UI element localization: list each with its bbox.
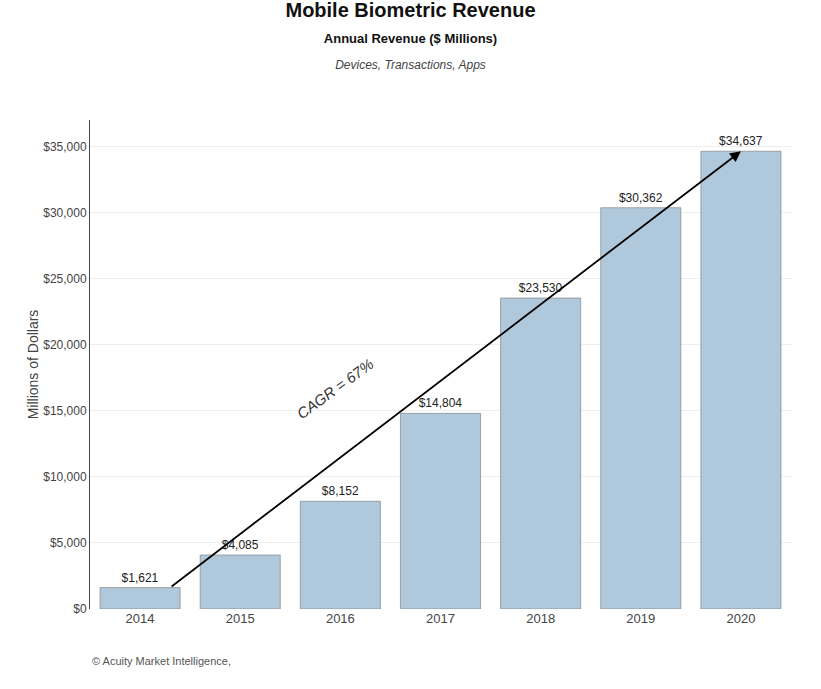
svg-text:CAGR = 67%: CAGR = 67% — [293, 355, 376, 422]
svg-text:Millions of Dollars: Millions of Dollars — [25, 310, 41, 420]
svg-text:$35,000: $35,000 — [43, 140, 87, 154]
svg-text:2015: 2015 — [226, 611, 255, 626]
svg-text:$25,000: $25,000 — [43, 272, 87, 286]
svg-text:$30,362: $30,362 — [619, 191, 663, 205]
svg-text:$5,000: $5,000 — [50, 536, 87, 550]
svg-text:2018: 2018 — [526, 611, 555, 626]
svg-text:$34,637: $34,637 — [719, 134, 763, 148]
svg-text:2017: 2017 — [426, 611, 455, 626]
svg-text:$10,000: $10,000 — [43, 470, 87, 484]
svg-text:© Acuity Market Intelligence,: © Acuity Market Intelligence, — [92, 655, 231, 667]
svg-text:$15,000: $15,000 — [43, 404, 87, 418]
svg-text:$0: $0 — [73, 602, 87, 616]
svg-text:Mobile Biometric RevenueAnnual: Mobile Biometric RevenueAnnual Revenue (… — [285, 0, 535, 72]
svg-text:2020: 2020 — [726, 611, 755, 626]
svg-text:$30,000: $30,000 — [43, 206, 87, 220]
svg-text:$20,000: $20,000 — [43, 338, 87, 352]
svg-text:$1,621: $1,621 — [122, 571, 159, 585]
svg-text:2014: 2014 — [126, 611, 155, 626]
svg-text:2016: 2016 — [326, 611, 355, 626]
svg-text:$8,152: $8,152 — [322, 484, 359, 498]
svg-text:$23,530: $23,530 — [519, 281, 563, 295]
svg-text:$14,804: $14,804 — [419, 396, 463, 410]
svg-text:$4,085: $4,085 — [222, 538, 259, 552]
svg-text:2019: 2019 — [626, 611, 655, 626]
